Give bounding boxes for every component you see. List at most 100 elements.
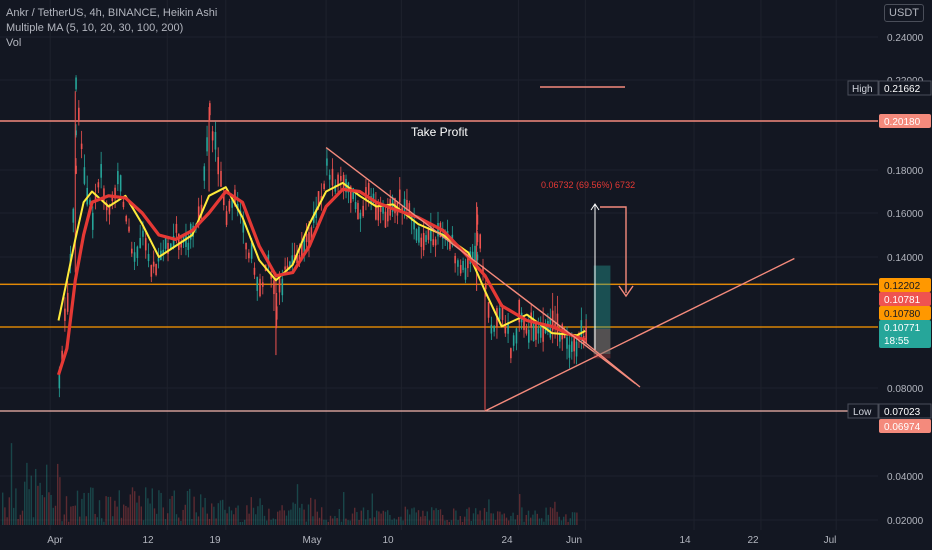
candle-body [278,278,281,293]
volume-title[interactable]: Vol [6,37,22,49]
candle-body [301,243,303,260]
candle-body [303,237,306,255]
volume-bar [523,521,525,525]
volume-bar [72,506,74,525]
volume-bar [114,500,116,525]
volume-bar [349,520,351,525]
volume-bar [343,492,345,525]
time-axis[interactable]: Apr 12 19 May 10 24 Jun 14 22 Jul [0,530,878,550]
candle-body [180,242,182,248]
ascending-trendline [484,257,795,412]
volume-bar [378,511,380,525]
volume-bar [468,507,470,525]
candle-body [128,226,130,232]
volume-bar [552,508,554,525]
volume-bar [43,497,46,525]
candle-body [539,322,542,338]
volume-bar [358,520,360,525]
candle-body [259,278,261,297]
volume-bar [534,510,536,525]
volume-bar [70,506,72,525]
time-tick-label: 10 [382,535,394,546]
candle-body [422,232,425,251]
level-10780-label-text: 0.10780 [884,309,921,320]
volume-bar [530,517,532,525]
candle-body [75,77,77,90]
candle-body [220,170,222,187]
volume-bar [105,496,107,525]
candle-body [337,174,339,187]
volume-bar [299,507,301,525]
volume-bar [415,512,417,525]
low-tag-label: Low [853,407,872,418]
volume-bar [268,508,270,525]
candle-body [114,187,116,199]
price-axis[interactable]: 0.240000.220000.180000.160000.140000.080… [847,0,932,550]
volume-bar [164,519,167,525]
candle-body [525,328,528,334]
volume-bar [303,509,305,525]
volume-bar [13,507,15,525]
volume-bar [486,511,488,525]
volume-bar [259,498,261,525]
volume-bar [274,519,277,525]
volume-bar [525,514,527,525]
volume-bar [424,516,426,525]
drawing-tools[interactable] [325,86,795,412]
volume-bar [387,510,389,525]
volume-bar [567,521,569,525]
low-value-border [878,403,932,419]
volume-bar [503,513,505,525]
symbol-title[interactable]: Ankr / TetherUS, 4h, BINANCE, Heikin Ash… [6,7,218,19]
candle-body [147,253,150,262]
volume-bar [235,507,237,525]
volume-bar [459,516,461,525]
candle-body [474,245,476,262]
high-value-label-bg [879,81,931,95]
candle-body [305,233,308,243]
candle-body [170,243,172,249]
volume-bar [21,510,24,525]
candle-body [72,208,75,223]
candle-body [206,137,208,152]
volume-bar [270,519,272,525]
candle-body [131,248,133,254]
volume-bar [422,510,424,525]
candle-body [362,205,364,217]
candle-body [425,235,427,242]
horizontal-levels[interactable] [0,120,878,412]
volume-bar [228,506,230,525]
volume-bar [321,507,323,525]
volume-bar [98,500,101,525]
volume-bar [576,512,578,525]
volume-bar [217,503,219,525]
candle-body [467,258,469,269]
chart-legend: Ankr / TetherUS, 4h, BINANCE, Heikin Ash… [6,6,217,51]
volume-bar [420,516,422,525]
volume-bar [558,516,560,525]
indicator-title[interactable]: Multiple MA (5, 10, 20, 30, 100, 200) [6,22,184,34]
time-tick-label: Jul [824,535,837,546]
volume-bar [541,518,543,525]
volume-bar [167,513,169,525]
currency-button[interactable]: USDT [884,4,924,22]
candle-body [122,201,125,208]
ma-slow-line [56,187,586,376]
candle-body [182,236,185,243]
volume-bar [395,519,398,525]
moving-averages [56,181,586,376]
candle-body [187,242,190,250]
volume-bar [74,505,76,525]
volume-bar [453,508,455,525]
volume-bar [103,521,105,525]
volume-bar [4,507,6,525]
volume-bar [475,508,477,525]
candle-body [482,265,484,273]
measure-box-up [593,265,611,354]
volume-bar [371,493,373,525]
volume-bar [409,514,411,525]
low-value-label: 0.07023 [879,404,931,418]
candle-body [296,255,298,264]
candle-body [308,232,310,246]
